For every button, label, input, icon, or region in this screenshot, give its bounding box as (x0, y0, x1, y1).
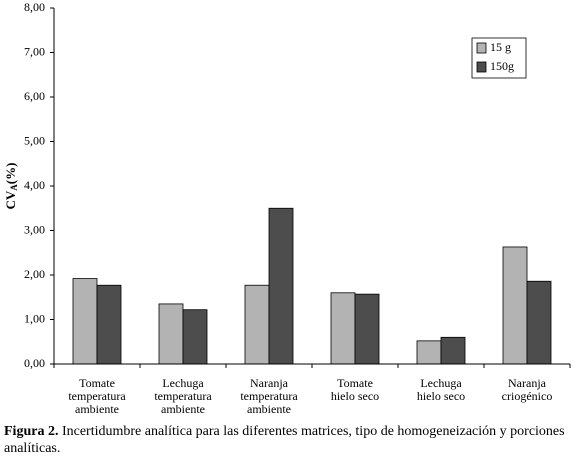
y-label-main: CV (3, 190, 18, 209)
y-axis-label: CVA(%) (3, 163, 19, 210)
x-tick-label: Naranja temperatura ambiente (240, 376, 298, 416)
bar (72, 278, 98, 365)
y-tick-label: 7,00 (24, 44, 45, 58)
legend-label: 150g (490, 59, 514, 73)
bar (268, 207, 294, 365)
bar (440, 336, 466, 365)
bar (182, 309, 208, 365)
y-tick-label: 8,00 (24, 0, 45, 14)
x-tick-label: Tomate temperatura ambiente (68, 376, 126, 416)
x-tick-label: Lechuga temperatura ambiente (154, 376, 212, 416)
legend-swatch (476, 61, 487, 73)
y-tick-label: 2,00 (24, 267, 45, 281)
bar (330, 292, 356, 365)
caption-text: Incertidumbre analítica para las diferen… (4, 424, 565, 456)
caption: Figura 2. Incertidumbre analítica para l… (4, 423, 570, 457)
chart: CVA(%) 0,00 1,00 2,00 3,00 4,00 5,00 6,00 7,00 8… (3, 0, 571, 416)
x-tick-label: Naranja criogénico (502, 376, 553, 403)
x-tick-label: Lechuga hielo seco (417, 376, 465, 403)
y-tick-label: 5,00 (24, 133, 45, 147)
legend-swatch (476, 42, 487, 54)
bar (354, 293, 380, 365)
y-tick-label: 4,00 (24, 178, 45, 192)
y-tick-label: 3,00 (24, 222, 45, 236)
y-label-end: (%) (3, 163, 18, 185)
legend-label: 15 g (490, 40, 511, 54)
legend-box (471, 37, 527, 79)
y-tick-label: 1,00 (24, 311, 45, 325)
bar (96, 284, 122, 365)
bar (244, 284, 270, 365)
bar (158, 303, 184, 365)
y-tick-label: 6,00 (24, 89, 45, 103)
bar (526, 280, 552, 365)
bar (502, 246, 528, 365)
caption-label: Figura 2. (4, 424, 59, 439)
x-tick-label: Tomate hielo seco (331, 376, 379, 403)
y-label-sub: A (9, 184, 19, 191)
y-tick-label: 0,00 (24, 356, 45, 370)
bar (416, 340, 442, 365)
